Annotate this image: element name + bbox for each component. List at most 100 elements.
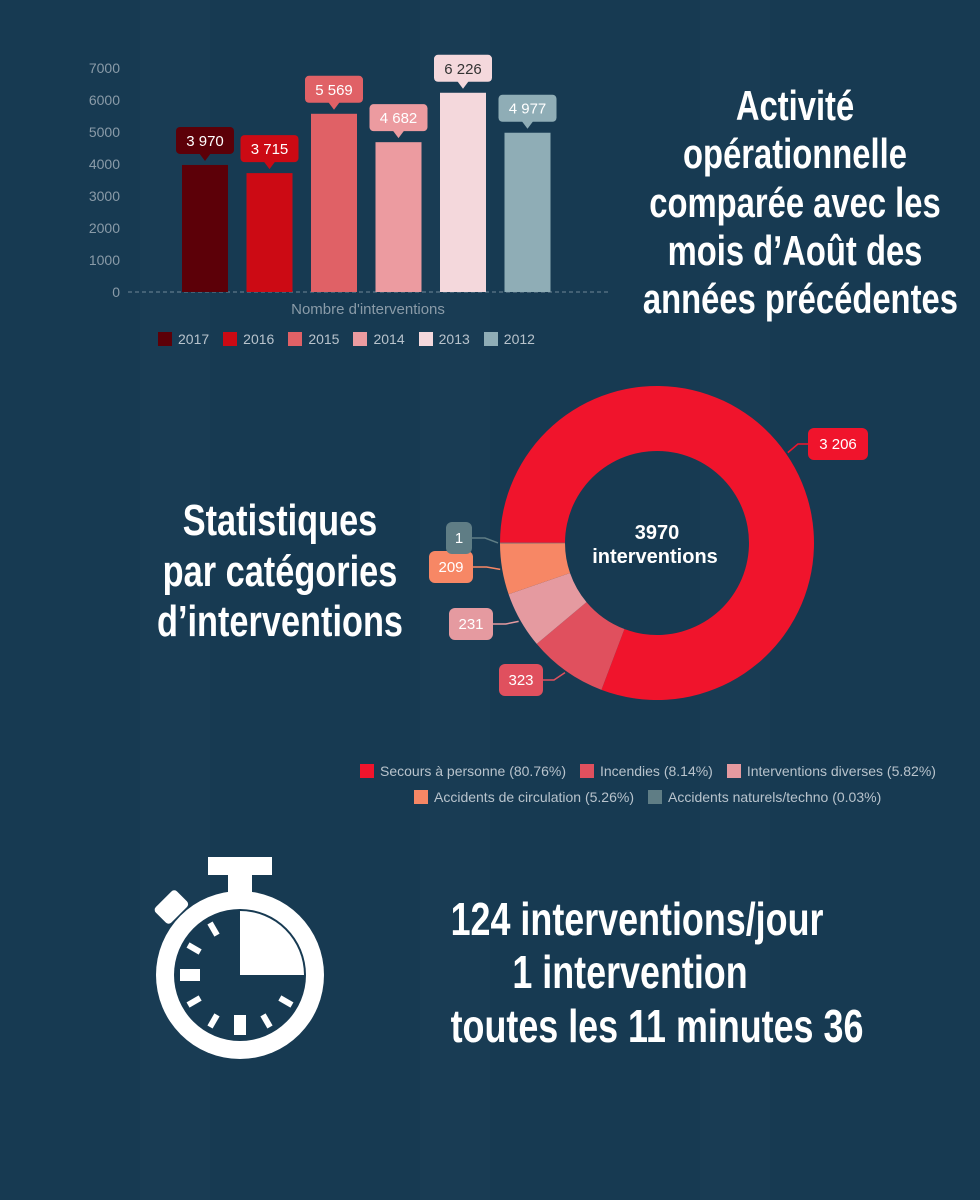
- slice-label: 3 206: [787, 428, 868, 460]
- legend-label: Accidents naturels/techno (0.03%): [668, 789, 882, 805]
- stopwatch-icon: [154, 857, 324, 1059]
- slice-label-connector: [787, 443, 808, 454]
- data-label-pointer: [328, 101, 340, 110]
- slice-label: 209: [429, 551, 501, 583]
- donut-slice: [500, 543, 571, 595]
- data-label-box: [434, 54, 492, 82]
- bar-legend: 2017 2016 2015 2014 2013 2012: [158, 331, 535, 347]
- legend-item: 2015: [288, 331, 339, 347]
- donut-slice: [508, 573, 587, 644]
- donut-slice: [500, 542, 566, 544]
- data-label-pointer: [457, 80, 469, 89]
- legend-swatch: [223, 332, 238, 346]
- slice-label-box: [808, 428, 868, 460]
- data-label-text: 4 977: [509, 101, 547, 118]
- stopwatch-tick: [207, 921, 220, 937]
- bar-section-heading: Activité opérationnelle comparée avec le…: [642, 82, 958, 323]
- legend-swatch: [726, 764, 741, 778]
- bar-heading-line: mois d’Août des: [667, 226, 923, 274]
- timer-line: toutes les 11 minutes 36: [450, 999, 864, 1052]
- data-label: 3 970: [176, 126, 234, 161]
- donut-section-heading: Statistiques par catégories d’interventi…: [147, 496, 412, 648]
- donut-center-label: interventions: [592, 546, 718, 568]
- data-label: 4 682: [369, 104, 428, 139]
- legend-item: Interventions diverses (5.82%): [726, 763, 936, 779]
- legend-item: Accidents de circulation (5.26%): [414, 789, 634, 805]
- slice-label-connector: [473, 566, 501, 571]
- slice-label-connector: [493, 620, 519, 625]
- stopwatch-tick: [207, 1013, 220, 1029]
- legend-label: Accidents de circulation (5.26%): [434, 789, 634, 805]
- legend-swatch: [483, 332, 498, 346]
- bar: [246, 173, 293, 292]
- donut-heading-line: d’interventions: [157, 597, 403, 647]
- slice-label-text: 1: [455, 530, 463, 547]
- timer-line: 124 interventions/jour: [450, 893, 824, 945]
- y-tick-label: 7000: [89, 60, 120, 76]
- donut-center-number: 3970: [635, 522, 680, 544]
- legend-label: 2016: [243, 331, 275, 347]
- bar: [504, 132, 551, 292]
- data-label: 4 977: [498, 94, 557, 129]
- legend-item: 2017: [158, 331, 209, 347]
- y-tick-label: 1000: [89, 252, 120, 268]
- legend-swatch: [158, 332, 172, 346]
- stopwatch-tick: [260, 1013, 273, 1029]
- slice-label-box: [429, 551, 473, 583]
- slice-label-box: [499, 664, 543, 696]
- data-label-pointer: [392, 130, 405, 139]
- legend-label: 2015: [308, 331, 340, 347]
- legend-item: Incendies (8.14%): [580, 763, 713, 779]
- legend-item: Secours à personne (80.76%): [360, 763, 566, 779]
- data-label-text: 3 715: [251, 141, 289, 158]
- timer-line: 1 intervention: [512, 946, 748, 999]
- data-label-text: 3 970: [186, 133, 224, 150]
- stopwatch-tick: [186, 995, 202, 1008]
- stopwatch-tick: [278, 995, 294, 1008]
- data-label-pointer: [199, 152, 211, 161]
- legend-item: 2014: [353, 331, 405, 347]
- legend-item: 2013: [418, 331, 470, 347]
- bar: [440, 92, 486, 292]
- x-axis-label: Nombre d'interventions: [291, 301, 445, 318]
- slice-label-text: 323: [508, 672, 533, 689]
- bar: [182, 164, 228, 292]
- slice-label-connector: [543, 672, 566, 681]
- y-tick-label: 3000: [89, 188, 120, 204]
- legend-label: 2017: [178, 331, 210, 347]
- legend-item: Accidents naturels/techno (0.03%): [648, 789, 881, 805]
- data-label-box: [176, 126, 234, 154]
- data-label: 3 715: [240, 135, 299, 170]
- bar-heading-line: années précédentes: [642, 275, 958, 323]
- slice-label: 323: [499, 664, 566, 696]
- legend-swatch: [418, 332, 433, 346]
- y-tick-label: 5000: [89, 124, 120, 140]
- data-label-box: [305, 75, 363, 103]
- donut-slice: [500, 386, 814, 700]
- donut-slice: [536, 602, 625, 690]
- data-label: 5 569: [305, 75, 363, 110]
- data-label-box: [369, 104, 428, 132]
- legend-swatch: [648, 790, 662, 804]
- stopwatch-tick: [186, 942, 202, 955]
- slice-label-text: 209: [438, 559, 463, 576]
- data-label-pointer: [521, 120, 534, 129]
- legend-swatch: [414, 790, 428, 804]
- slice-label-text: 3 206: [819, 436, 857, 453]
- data-label: 6 226: [434, 54, 492, 89]
- slice-label-text: 231: [458, 616, 483, 633]
- donut-heading-line: par catégories: [162, 546, 398, 596]
- slice-label: 231: [449, 608, 519, 640]
- donut-legend-row: Accidents de circulation (5.26%) Accident…: [414, 789, 881, 805]
- data-label-text: 4 682: [380, 110, 418, 127]
- legend-label: 2013: [438, 331, 470, 347]
- stopwatch-tick: [234, 1015, 246, 1035]
- data-label-pointer: [263, 161, 276, 170]
- legend-swatch: [353, 332, 368, 346]
- bar: [375, 142, 422, 292]
- legend-label: Interventions diverses (5.82%): [746, 763, 936, 779]
- slice-label-connector: [472, 537, 499, 544]
- data-label-box: [498, 94, 557, 122]
- bar-chart: 0 1000 2000 3000 4000 5000 6000 7000 3 970 3 715 5…: [89, 54, 610, 318]
